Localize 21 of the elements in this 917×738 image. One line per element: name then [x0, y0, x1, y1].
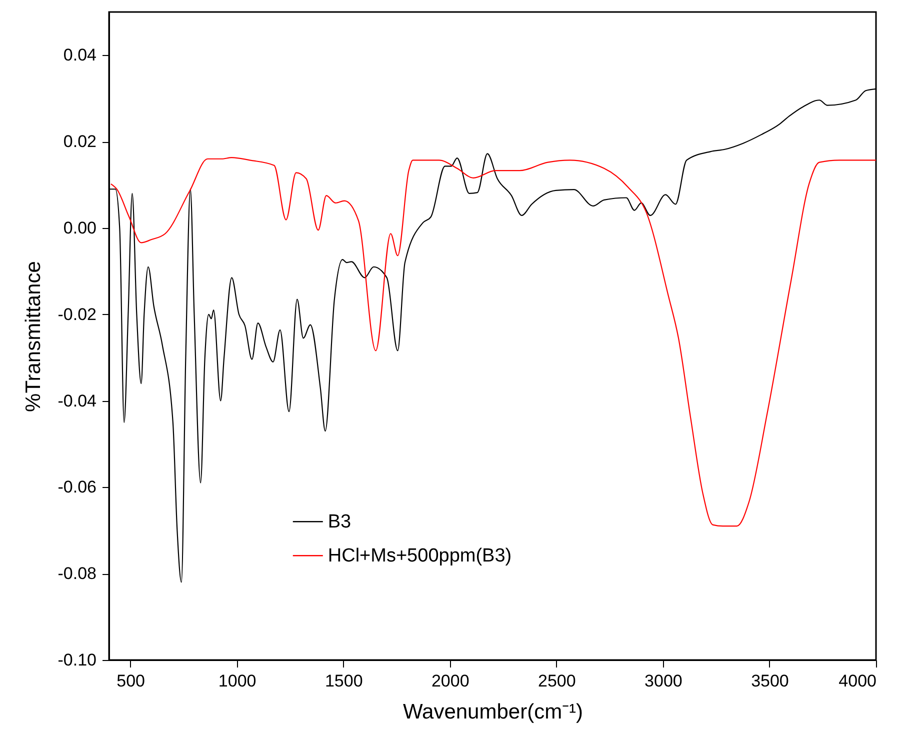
x-tick-label: 3000 — [644, 672, 682, 690]
x-tick-label: 500 — [116, 672, 145, 690]
x-tick-label: 4000 — [838, 672, 876, 690]
y-tick-label: -0.08 — [58, 564, 96, 584]
y-tick-label: -0.06 — [58, 478, 96, 497]
y-tick-label: 0.04 — [63, 46, 96, 65]
legend-label: B3 — [328, 512, 352, 533]
y-tick-label: 0.00 — [63, 218, 96, 238]
x-tick-label: 1500 — [324, 672, 363, 690]
y-tick-label: -0.04 — [58, 391, 96, 410]
x-tick-label: 3500 — [751, 672, 789, 690]
legend-label: HCl+Ms+500ppm(B3) — [328, 546, 512, 567]
x-axis-title: Wavenumber(cm⁻¹) — [402, 700, 584, 724]
x-tick-label: 1000 — [218, 672, 256, 690]
y-tick-label: 0.02 — [63, 132, 96, 152]
y-axis-title: %Transmittance — [22, 261, 45, 412]
y-tick-label: -0.10 — [58, 650, 96, 670]
x-tick-label: 2000 — [431, 672, 470, 690]
x-tick-label: 2500 — [538, 672, 576, 690]
y-tick-label: -0.02 — [58, 304, 96, 324]
line-series — [110, 157, 876, 527]
